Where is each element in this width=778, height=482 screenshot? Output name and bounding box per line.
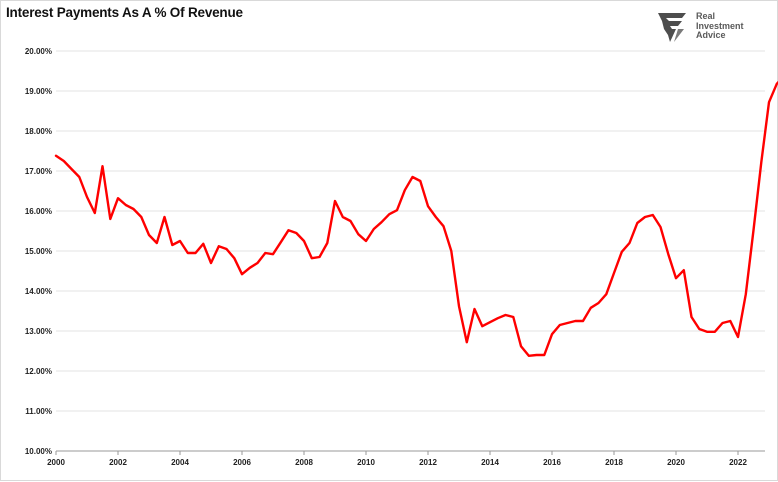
brand-name-line: Advice (696, 30, 726, 40)
x-tick-label: 2022 (729, 458, 747, 467)
y-tick-label: 10.00% (25, 447, 52, 456)
brand-name-line: Investment (696, 20, 744, 31)
y-tick-label: 15.00% (25, 247, 52, 256)
y-tick-label: 13.00% (25, 327, 52, 336)
y-tick-label: 20.00% (25, 47, 52, 56)
x-tick-label: 2000 (47, 458, 65, 467)
x-tick-label: 2008 (295, 458, 313, 467)
y-tick-label: 17.00% (25, 167, 52, 176)
y-tick-label: 12.00% (25, 367, 52, 376)
series-layer (54, 80, 778, 357)
brand-name-line: Real (696, 11, 716, 21)
x-tick-label: 2004 (171, 458, 189, 467)
x-tick-label: 2020 (667, 458, 685, 467)
x-tick-label: 2016 (543, 458, 561, 467)
x-tick-label: 2012 (419, 458, 437, 467)
eagle-logo-icon (658, 13, 686, 42)
brand-name: Real Investment Advice (696, 11, 744, 41)
x-tick-label: 2006 (233, 458, 251, 467)
y-axis-ticks: 10.00% 11.00% 12.00% 13.00% 14.00% 15.00% 16.0… (25, 47, 52, 456)
y-tick-label: 19.00% (25, 87, 52, 96)
gridlines (56, 50, 765, 452)
x-tick-label: 2014 (481, 458, 499, 467)
chart-title: Interest Payments As A % Of Revenue (6, 5, 243, 20)
brand-logo: Real Investment Advice (656, 9, 766, 49)
x-tick-label: 2010 (357, 458, 375, 467)
y-tick-label: 18.00% (25, 127, 52, 136)
y-tick-label: 14.00% (25, 287, 52, 296)
x-tick-label: 2018 (605, 458, 623, 467)
x-tick-label: 2002 (109, 458, 127, 467)
y-tick-label: 11.00% (25, 407, 52, 416)
y-tick-label: 16.00% (25, 207, 52, 216)
x-axis-ticks: 2000 2002 2004 2006 2008 2010 2012 2014 2016 2018… (47, 451, 747, 467)
series-line (54, 80, 778, 357)
